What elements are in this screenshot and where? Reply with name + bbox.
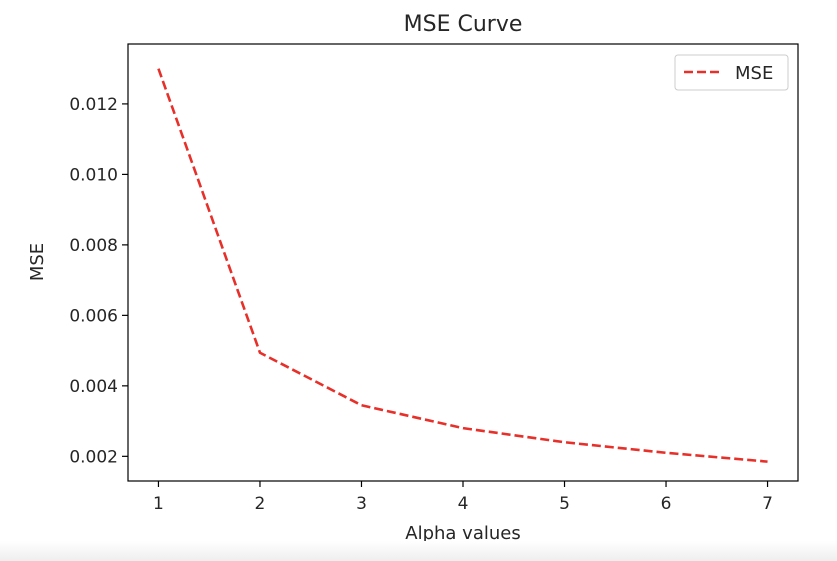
y-tick-label: 0.006 [69,306,118,326]
y-tick-label: 0.004 [69,377,118,397]
x-tick-label: 4 [458,494,469,514]
x-tick-label: 6 [661,494,672,514]
y-tick-label: 0.010 [69,165,118,185]
x-tick-label: 7 [762,494,773,514]
y-axis-label: MSE [27,243,48,281]
x-axis-label: Alpha values [405,523,520,541]
x-tick-label: 2 [255,494,266,514]
y-tick-label: 0.012 [69,95,118,115]
legend: MSE [674,54,789,91]
series-line-mse [157,68,768,463]
plot-area-frame [127,43,799,482]
series-layer [157,68,768,463]
y-tick-label: 0.002 [69,447,118,467]
y-axis-ticks: 0.002 0.004 0.006 0.008 0.010 0.012 [69,95,128,467]
x-axis-ticks: 1 2 3 4 5 6 7 [153,481,773,514]
legend-box [674,54,789,91]
y-tick-label: 0.008 [69,236,118,256]
window-bottom-edge [0,541,837,561]
legend-label-mse: MSE [735,63,773,84]
x-tick-label: 3 [356,494,367,514]
chart-title: MSE Curve [404,12,523,37]
x-tick-label: 5 [559,494,570,514]
x-tick-label: 1 [153,494,164,514]
